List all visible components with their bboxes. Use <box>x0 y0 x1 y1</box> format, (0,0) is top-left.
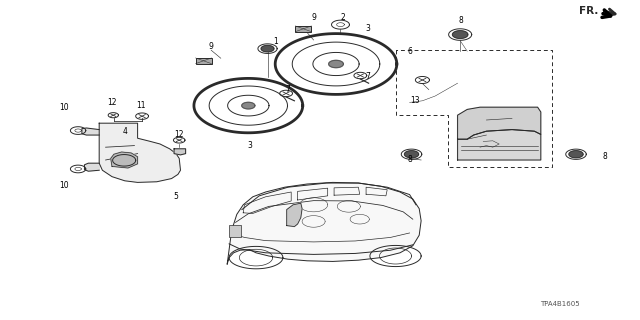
Text: 8: 8 <box>458 16 463 25</box>
Polygon shape <box>458 107 541 139</box>
Text: 6: 6 <box>407 47 412 56</box>
Polygon shape <box>174 149 186 155</box>
Polygon shape <box>82 128 99 135</box>
Text: 7: 7 <box>365 72 371 81</box>
Text: 10: 10 <box>59 181 69 190</box>
Text: 13: 13 <box>410 96 420 105</box>
Polygon shape <box>261 45 274 52</box>
Text: 5: 5 <box>173 192 179 201</box>
Text: 1: 1 <box>273 37 278 46</box>
Polygon shape <box>227 182 421 264</box>
Text: 3: 3 <box>247 141 252 150</box>
Polygon shape <box>111 152 138 168</box>
Text: TPA4B1605: TPA4B1605 <box>540 301 580 307</box>
Bar <box>196 58 211 64</box>
Polygon shape <box>569 151 583 158</box>
Polygon shape <box>242 102 255 109</box>
Polygon shape <box>99 123 180 182</box>
Bar <box>229 225 241 237</box>
Text: 12: 12 <box>108 98 116 107</box>
Polygon shape <box>458 130 541 160</box>
Text: 10: 10 <box>59 103 69 112</box>
Text: 2: 2 <box>340 13 345 22</box>
Polygon shape <box>84 163 99 171</box>
Bar <box>295 26 311 32</box>
Polygon shape <box>287 203 302 227</box>
Text: FR.: FR. <box>579 6 598 16</box>
Polygon shape <box>452 31 468 38</box>
Text: 8: 8 <box>602 152 607 161</box>
Text: 4: 4 <box>122 127 127 136</box>
Text: 8: 8 <box>407 156 412 164</box>
Text: 3: 3 <box>365 24 371 33</box>
Polygon shape <box>329 60 343 68</box>
Text: 7: 7 <box>285 85 291 94</box>
Text: 11: 11 <box>136 101 145 110</box>
Text: 9: 9 <box>209 42 214 51</box>
Text: 9: 9 <box>311 13 316 22</box>
Text: 12: 12 <box>175 130 184 139</box>
Polygon shape <box>404 151 419 158</box>
